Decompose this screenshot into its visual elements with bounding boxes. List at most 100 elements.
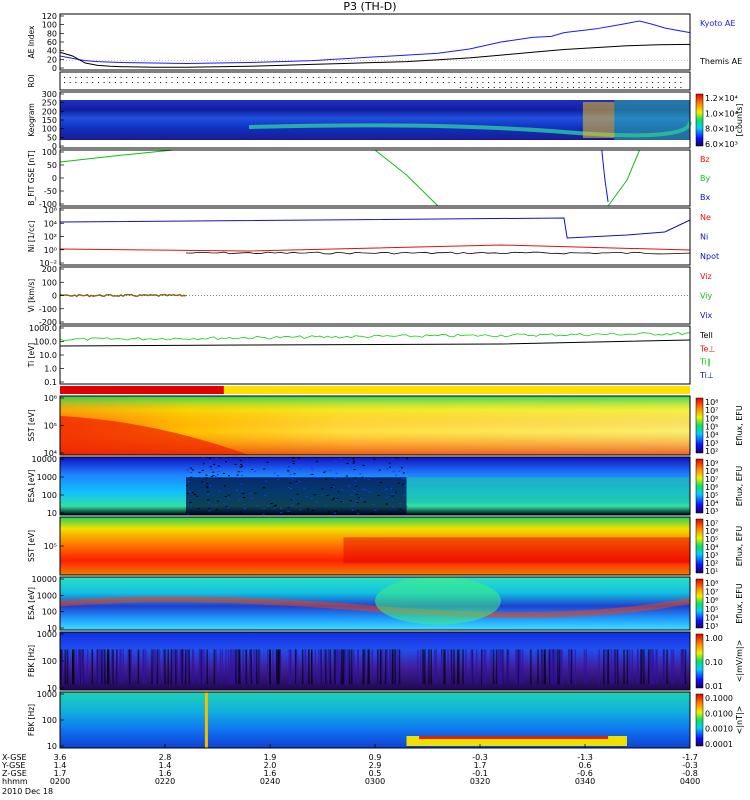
roi-dot bbox=[131, 82, 133, 83]
fbk-e-stripe bbox=[571, 649, 573, 685]
fbk-e-stripe bbox=[236, 649, 238, 685]
colorbar-tick: 1.2×10⁴ bbox=[705, 94, 738, 103]
fbk-e-stripe bbox=[162, 649, 165, 685]
roi-dot bbox=[352, 82, 354, 83]
ytick-label: 10² bbox=[44, 233, 57, 242]
roi-dot bbox=[211, 77, 213, 78]
roi-dot bbox=[261, 82, 263, 83]
roi-dot bbox=[640, 77, 642, 78]
roi-dot bbox=[137, 77, 139, 78]
ephem-y: -0.3 bbox=[682, 761, 698, 770]
y-axis-label: B_FIT GSE [nT] bbox=[27, 150, 36, 205]
esa-noise-pixel bbox=[206, 485, 209, 487]
esa-noise-pixel bbox=[342, 501, 345, 503]
roi-dot bbox=[544, 87, 546, 88]
esa-noise-pixel bbox=[298, 480, 301, 482]
ytick-label: 100 bbox=[42, 21, 57, 30]
esa-noise-pixel bbox=[363, 501, 366, 503]
roi-dot bbox=[522, 77, 524, 78]
roi-dot bbox=[403, 77, 405, 78]
esa-noise-pixel bbox=[391, 493, 394, 495]
roi-dot bbox=[222, 77, 224, 78]
roi-dot bbox=[194, 77, 196, 78]
fbk-e-stripe bbox=[338, 649, 341, 685]
ytick-label: 1000 bbox=[37, 473, 57, 482]
colorbar-tick: 0.01 bbox=[705, 682, 723, 691]
roi-dot bbox=[646, 87, 648, 88]
fbk-e-stripe bbox=[96, 649, 99, 685]
esa-noise-pixel bbox=[329, 469, 332, 471]
ytick-label: 60 bbox=[47, 38, 57, 47]
esa-noise-pixel bbox=[403, 484, 406, 486]
esa-noise-pixel bbox=[263, 508, 266, 510]
fbk-e-stripe bbox=[128, 649, 130, 685]
fbk-e-stripe bbox=[537, 649, 539, 685]
ytick-label: 10.0 bbox=[39, 351, 57, 360]
ytick-label: -100 bbox=[39, 305, 57, 314]
esa-noise-pixel bbox=[228, 498, 231, 500]
fbk-e-stripe bbox=[323, 649, 326, 685]
ephem-x: -0.3 bbox=[472, 753, 488, 762]
fbk-e-stripe bbox=[458, 649, 460, 685]
fbk-e-stripe bbox=[170, 649, 173, 685]
roi-dot bbox=[97, 77, 99, 78]
y-axis-label: Ni [1/cc] bbox=[27, 221, 36, 253]
roi-dot bbox=[640, 87, 642, 88]
roi-dot bbox=[380, 82, 382, 83]
legend-entry: Bz bbox=[700, 155, 710, 164]
fbk-e-stripe bbox=[242, 649, 244, 685]
roi-dot bbox=[103, 82, 105, 83]
roi-dot bbox=[346, 77, 348, 78]
ytick-label: 0 bbox=[52, 292, 57, 301]
fbk-e-stripe bbox=[416, 649, 419, 685]
fbk-e-stripe bbox=[615, 649, 618, 685]
roi-dot bbox=[595, 77, 597, 78]
roi-dot bbox=[386, 77, 388, 78]
fbk-e-stripe bbox=[288, 649, 291, 685]
roi-dot bbox=[476, 87, 478, 88]
fbk-e-stripe bbox=[640, 649, 642, 685]
roi-dot bbox=[669, 82, 671, 83]
ytick-label: 1.0 bbox=[44, 365, 57, 374]
roi-dot bbox=[442, 77, 444, 78]
roi-dot bbox=[471, 87, 473, 88]
fbk-e-stripe bbox=[498, 649, 501, 685]
colorbar-tick: 8.0×10³ bbox=[705, 125, 738, 134]
esa-noise-pixel bbox=[209, 457, 212, 459]
colorbar bbox=[695, 397, 704, 454]
ytick-label: 300 bbox=[42, 90, 57, 99]
esa-noise-pixel bbox=[324, 470, 327, 472]
esa-noise-pixel bbox=[353, 490, 356, 492]
esa-noise-pixel bbox=[391, 499, 394, 501]
fbk-e-stripe bbox=[254, 649, 256, 685]
roi-dot bbox=[465, 82, 467, 83]
esa-noise-pixel bbox=[354, 477, 357, 479]
colorbar bbox=[695, 518, 704, 574]
esa-noise-pixel bbox=[361, 476, 364, 478]
fbk-e-stripe bbox=[350, 649, 353, 685]
fbk-e-stripe bbox=[367, 649, 369, 685]
esa-noise-pixel bbox=[210, 476, 213, 478]
legend-entry: By bbox=[700, 174, 710, 183]
esa-noise-pixel bbox=[201, 481, 204, 483]
esa-noise-pixel bbox=[263, 487, 266, 489]
esa-noise-pixel bbox=[352, 460, 355, 462]
roi-dot bbox=[425, 82, 427, 83]
ytick-label: 150 bbox=[42, 116, 57, 125]
colorbar bbox=[695, 633, 704, 689]
esa-noise-pixel bbox=[251, 468, 254, 470]
esa-noise-pixel bbox=[321, 488, 324, 490]
fbk-e-stripe bbox=[180, 649, 182, 685]
ytick-label: 250 bbox=[42, 99, 57, 108]
roi-dot bbox=[256, 77, 258, 78]
fbk-e-stripe bbox=[434, 649, 436, 685]
roi-dot bbox=[250, 82, 252, 83]
fbk-e-stripe bbox=[428, 649, 430, 685]
roi-dot bbox=[329, 82, 331, 83]
roi-dot bbox=[177, 82, 179, 83]
roi-dot bbox=[211, 82, 213, 83]
legend-entry: Ti⊥ bbox=[699, 371, 714, 380]
esa-noise-pixel bbox=[197, 508, 200, 510]
panel-frame-bfield bbox=[59, 149, 691, 207]
esa-noise-pixel bbox=[326, 494, 329, 496]
